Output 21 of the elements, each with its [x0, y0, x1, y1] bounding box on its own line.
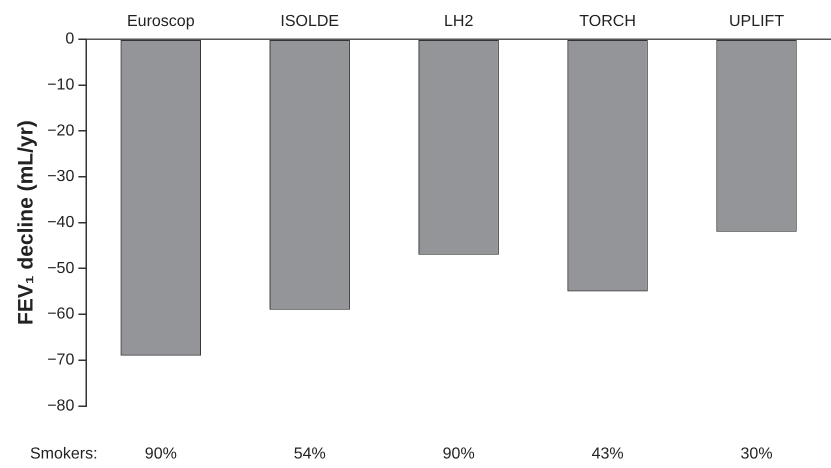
- text: 90%: [144, 445, 177, 462]
- x-tick-label: TORCH: [579, 13, 636, 30]
- text: 43%: [592, 445, 624, 462]
- y-tick-label: 0: [65, 30, 74, 48]
- text: 30%: [740, 445, 773, 462]
- x-tick-label: Euroscop: [127, 13, 195, 30]
- text: Smokers:: [30, 445, 98, 462]
- y-axis-title: FEV₁ decline (mL/yr): [14, 120, 38, 325]
- y-tick-label: −60: [47, 306, 74, 323]
- text: 54%: [294, 445, 326, 462]
- x-tick-label: LH2: [444, 13, 474, 30]
- x-tick-label: UPLIFT: [728, 13, 784, 30]
- y-tick-label: −70: [47, 352, 74, 369]
- x-tick-label: ISOLDE: [280, 13, 340, 30]
- y-tick-label: −20: [47, 122, 74, 140]
- y-tick-label: −30: [47, 168, 74, 186]
- y-tick-label: −50: [47, 260, 74, 277]
- y-tick-label: −80: [47, 397, 74, 414]
- y-tick-label: −10: [47, 76, 74, 94]
- text: 90%: [442, 445, 475, 462]
- y-tick-label: −40: [47, 214, 74, 232]
